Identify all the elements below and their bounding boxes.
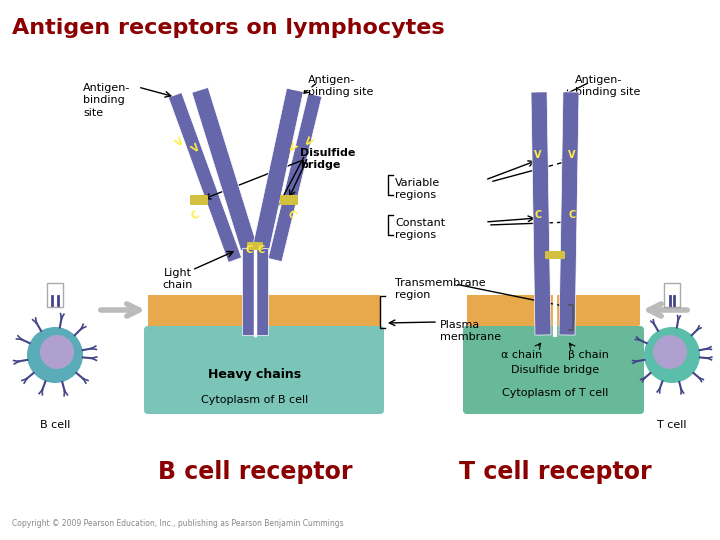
- Text: Plasma
membrane: Plasma membrane: [440, 320, 501, 342]
- Wedge shape: [178, 80, 198, 90]
- Text: Antigen-
binding site: Antigen- binding site: [575, 75, 640, 97]
- Text: V: V: [568, 150, 576, 160]
- Text: Disulfide bridge: Disulfide bridge: [511, 365, 599, 375]
- FancyBboxPatch shape: [144, 326, 384, 414]
- Text: α chain: α chain: [500, 350, 542, 360]
- FancyBboxPatch shape: [190, 195, 208, 205]
- Wedge shape: [292, 80, 312, 90]
- Polygon shape: [192, 87, 257, 251]
- FancyBboxPatch shape: [545, 251, 565, 259]
- Polygon shape: [148, 295, 380, 345]
- Text: C: C: [246, 245, 253, 255]
- Text: β chain: β chain: [568, 350, 609, 360]
- Text: B cell receptor: B cell receptor: [158, 460, 352, 484]
- Polygon shape: [467, 295, 640, 342]
- Text: Antigen receptors on lymphocytes: Antigen receptors on lymphocytes: [12, 18, 445, 38]
- Polygon shape: [242, 248, 256, 335]
- FancyBboxPatch shape: [47, 283, 63, 307]
- Circle shape: [27, 327, 83, 383]
- Text: C: C: [257, 245, 265, 255]
- Polygon shape: [559, 92, 579, 335]
- Text: Disulfide
bridge: Disulfide bridge: [300, 148, 356, 171]
- Circle shape: [644, 327, 700, 383]
- Text: Light
chain: Light chain: [163, 268, 193, 291]
- Text: C: C: [285, 209, 297, 221]
- FancyBboxPatch shape: [467, 330, 640, 340]
- Text: Constant
regions: Constant regions: [395, 218, 445, 240]
- Text: C: C: [534, 210, 541, 220]
- Polygon shape: [253, 88, 303, 250]
- Text: Copyright © 2009 Pearson Education, Inc., publishing as Pearson Benjamin Cumming: Copyright © 2009 Pearson Education, Inc.…: [12, 519, 343, 529]
- Text: V: V: [302, 136, 314, 148]
- Text: V: V: [534, 150, 541, 160]
- Text: V: V: [286, 142, 298, 154]
- Text: Transmembrane
region: Transmembrane region: [395, 278, 485, 300]
- Wedge shape: [543, 80, 567, 92]
- Text: Heavy chains: Heavy chains: [208, 368, 302, 381]
- Text: Antigen-
binding
site: Antigen- binding site: [83, 83, 130, 118]
- Circle shape: [653, 335, 687, 369]
- Text: V: V: [190, 142, 202, 154]
- Text: C: C: [190, 209, 202, 221]
- Polygon shape: [168, 92, 242, 262]
- Text: Variable
regions: Variable regions: [395, 178, 440, 200]
- FancyBboxPatch shape: [148, 330, 380, 340]
- Circle shape: [40, 335, 74, 369]
- Text: T cell: T cell: [657, 420, 687, 430]
- FancyBboxPatch shape: [463, 326, 644, 414]
- Text: Cytoplasm of B cell: Cytoplasm of B cell: [202, 395, 309, 405]
- Polygon shape: [531, 92, 551, 335]
- FancyBboxPatch shape: [247, 242, 263, 250]
- Text: C: C: [568, 210, 575, 220]
- FancyBboxPatch shape: [664, 283, 680, 307]
- Text: V: V: [174, 136, 186, 148]
- Text: T cell receptor: T cell receptor: [459, 460, 652, 484]
- Polygon shape: [268, 93, 322, 262]
- Text: Antigen-
binding site: Antigen- binding site: [308, 75, 374, 97]
- Text: B cell: B cell: [40, 420, 70, 430]
- FancyBboxPatch shape: [280, 195, 298, 205]
- Polygon shape: [254, 248, 268, 335]
- Text: Cytoplasm of T cell: Cytoplasm of T cell: [502, 388, 608, 398]
